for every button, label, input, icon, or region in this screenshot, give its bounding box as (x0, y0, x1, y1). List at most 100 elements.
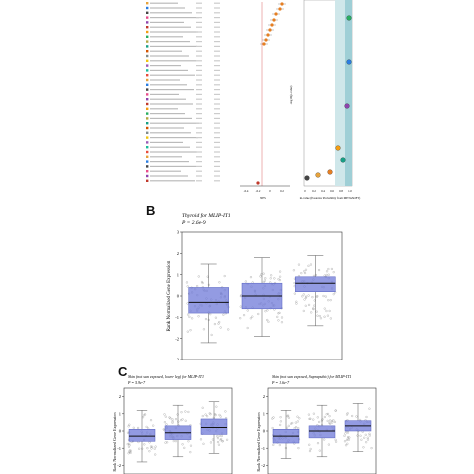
jitter-point (323, 307, 326, 310)
jitter-point (249, 317, 252, 320)
jitter-point (334, 438, 337, 441)
jitter-point (279, 416, 282, 419)
tissue-name-placeholder (150, 141, 183, 143)
tissue-name-placeholder (150, 180, 195, 182)
box-iqr (128, 429, 156, 442)
tissue-value-placeholder (196, 161, 202, 163)
tissue-value-placeholder (196, 31, 202, 33)
tissue-name-placeholder (150, 103, 193, 105)
tissue-color-swatch (146, 122, 149, 125)
tissue-value-placeholder (196, 180, 202, 182)
jitter-point (220, 434, 223, 437)
tissue-value-placeholder (214, 31, 220, 33)
jitter-point (201, 414, 204, 418)
tissue-value-placeholder (196, 132, 202, 134)
tissue-value-placeholder (214, 21, 220, 23)
jitter-point (323, 415, 326, 419)
tissue-color-swatch (146, 2, 149, 5)
pm-edge-band (345, 0, 352, 186)
jitter-point (280, 316, 284, 319)
jitter-point (222, 313, 225, 316)
tissue-value-placeholder (214, 146, 220, 148)
tissue-value-placeholder (196, 146, 202, 148)
jitter-point (164, 415, 167, 418)
tissue-value-placeholder (214, 79, 220, 81)
tissue-name-placeholder (150, 84, 187, 86)
tissue-name-placeholder (150, 55, 189, 57)
jitter-point (220, 437, 223, 441)
jitter-point (345, 413, 349, 416)
jitter-point (317, 268, 321, 272)
forest-xlabel: NES (260, 196, 266, 200)
jitter-point (264, 277, 267, 280)
jitter-point (216, 440, 220, 444)
tissue-value-placeholder (196, 89, 202, 91)
tissue-color-swatch (146, 136, 149, 139)
y-tick-label: 0 (263, 429, 266, 434)
tissue-value-placeholder (196, 175, 202, 177)
jitter-point (266, 318, 269, 322)
jitter-point (126, 443, 129, 446)
tissue-color-swatch (146, 88, 149, 91)
jitter-point (346, 431, 350, 434)
jitter-point (327, 443, 330, 446)
jitter-point (273, 277, 276, 280)
jitter-point (174, 440, 178, 443)
tissue-name-placeholder (150, 93, 179, 95)
jitter-point (206, 415, 209, 418)
tissue-value-placeholder (196, 69, 202, 71)
jitter-point (208, 412, 211, 415)
jitter-point (343, 440, 347, 443)
jitter-point (266, 309, 269, 312)
forest-plot: NES -0.4 -0.2 0 0.2 (240, 2, 290, 200)
tissue-name-placeholder (150, 7, 185, 9)
jitter-point (332, 293, 335, 296)
tissue-color-swatch (146, 50, 149, 53)
jitter-point (303, 298, 306, 301)
jitter-point (186, 285, 189, 288)
tissue-name-placeholder (150, 170, 181, 172)
pm-point (315, 172, 321, 178)
jitter-point (330, 267, 333, 271)
jitter-point (328, 309, 331, 313)
jitter-point (197, 275, 200, 278)
jitter-point (267, 320, 270, 323)
tissue-name-placeholder (150, 17, 199, 19)
jitter-point (346, 442, 349, 445)
tissue-value-placeholder (214, 55, 220, 57)
jitter-point (244, 280, 247, 283)
tissue-color-swatch (146, 131, 149, 134)
tissue-color-swatch (146, 30, 149, 34)
forest-point (266, 33, 270, 37)
jitter-point (162, 428, 165, 431)
jitter-point (318, 314, 321, 318)
jitter-point (362, 446, 365, 449)
forest-x-tick: -0.4 (244, 189, 249, 193)
jitter-point (304, 296, 308, 299)
tissue-color-swatch (146, 165, 149, 168)
jitter-point (153, 447, 156, 450)
jitter-point (319, 317, 323, 320)
jitter-point (364, 433, 367, 436)
panel-b-figure: Thyroid for MLIP-IT1 P = 2.6e-9 Rank Nor… (167, 212, 343, 360)
jitter-point (315, 310, 318, 313)
tissue-value-placeholder (214, 26, 220, 28)
jitter-point (185, 281, 189, 284)
pm-x-tick: 0.4 (321, 189, 325, 193)
tissue-value-placeholder (214, 89, 220, 91)
jitter-point (309, 417, 312, 420)
jitter-point (277, 312, 280, 315)
tissue-value-placeholder (214, 7, 220, 9)
tissue-name-placeholder (150, 108, 178, 110)
jitter-point (186, 330, 189, 333)
tissue-color-swatch (146, 150, 149, 154)
box-iqr (188, 287, 229, 314)
jitter-point (128, 450, 131, 454)
jitter-point (325, 273, 328, 277)
jitter-point (318, 449, 321, 452)
jitter-point (171, 421, 174, 424)
jitter-point (213, 323, 216, 326)
tissue-value-placeholder (214, 2, 220, 4)
jitter-point (209, 441, 213, 444)
jitter-point (296, 415, 299, 418)
